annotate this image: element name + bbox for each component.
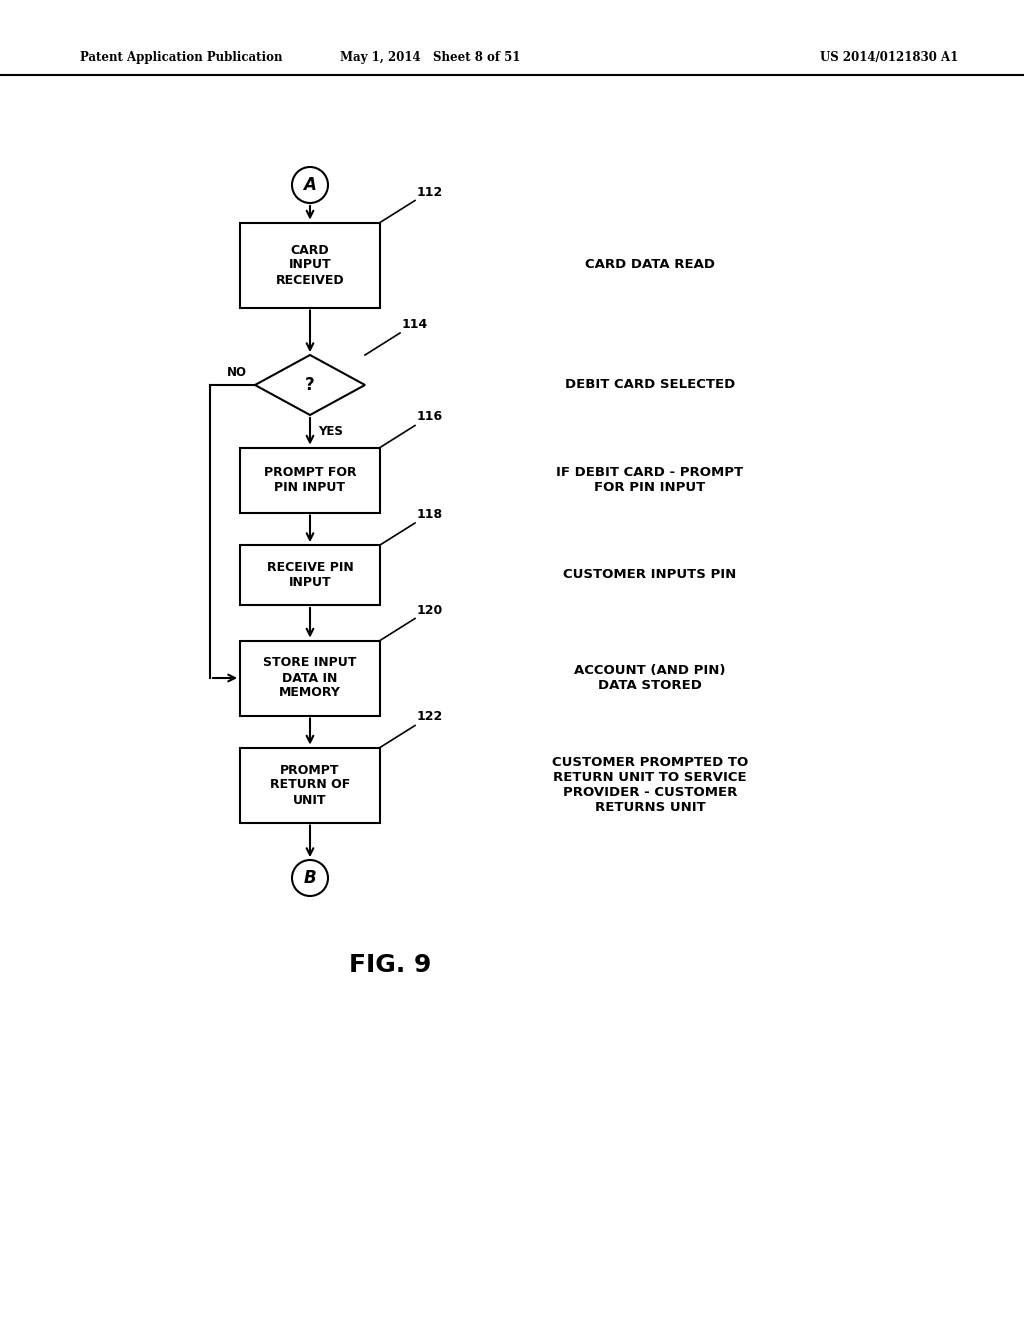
Polygon shape [255,355,365,414]
Circle shape [292,168,328,203]
Text: DEBIT CARD SELECTED: DEBIT CARD SELECTED [565,379,735,392]
Text: ACCOUNT (AND PIN)
DATA STORED: ACCOUNT (AND PIN) DATA STORED [574,664,726,692]
Text: May 1, 2014   Sheet 8 of 51: May 1, 2014 Sheet 8 of 51 [340,50,520,63]
Text: 114: 114 [402,318,428,331]
Text: 122: 122 [417,710,443,723]
Bar [240,447,380,512]
Text: NO: NO [227,366,247,379]
Text: A: A [303,176,316,194]
Text: 112: 112 [417,186,443,198]
Text: Patent Application Publication: Patent Application Publication [80,50,283,63]
Text: 116: 116 [417,411,443,424]
Text: B: B [304,869,316,887]
Text: YES: YES [318,425,343,438]
Bar [240,640,380,715]
Text: 120: 120 [417,603,443,616]
Text: FIG. 9: FIG. 9 [349,953,431,977]
Text: PROMPT
RETURN OF
UNIT: PROMPT RETURN OF UNIT [270,763,350,807]
Text: IF DEBIT CARD - PROMPT
FOR PIN INPUT: IF DEBIT CARD - PROMPT FOR PIN INPUT [556,466,743,494]
Text: CARD
INPUT
RECEIVED: CARD INPUT RECEIVED [275,243,344,286]
Text: CARD DATA READ: CARD DATA READ [585,259,715,272]
Text: ?: ? [305,376,314,393]
Circle shape [292,861,328,896]
Text: CUSTOMER PROMPTED TO
RETURN UNIT TO SERVICE
PROVIDER - CUSTOMER
RETURNS UNIT: CUSTOMER PROMPTED TO RETURN UNIT TO SERV… [552,756,749,814]
Text: 118: 118 [417,508,443,521]
Text: STORE INPUT
DATA IN
MEMORY: STORE INPUT DATA IN MEMORY [263,656,356,700]
Text: RECEIVE PIN
INPUT: RECEIVE PIN INPUT [266,561,353,589]
Bar [240,223,380,308]
Text: CUSTOMER INPUTS PIN: CUSTOMER INPUTS PIN [563,569,736,582]
Bar [240,747,380,822]
Text: PROMPT FOR
PIN INPUT: PROMPT FOR PIN INPUT [264,466,356,494]
Bar [240,545,380,605]
Text: US 2014/0121830 A1: US 2014/0121830 A1 [820,50,958,63]
